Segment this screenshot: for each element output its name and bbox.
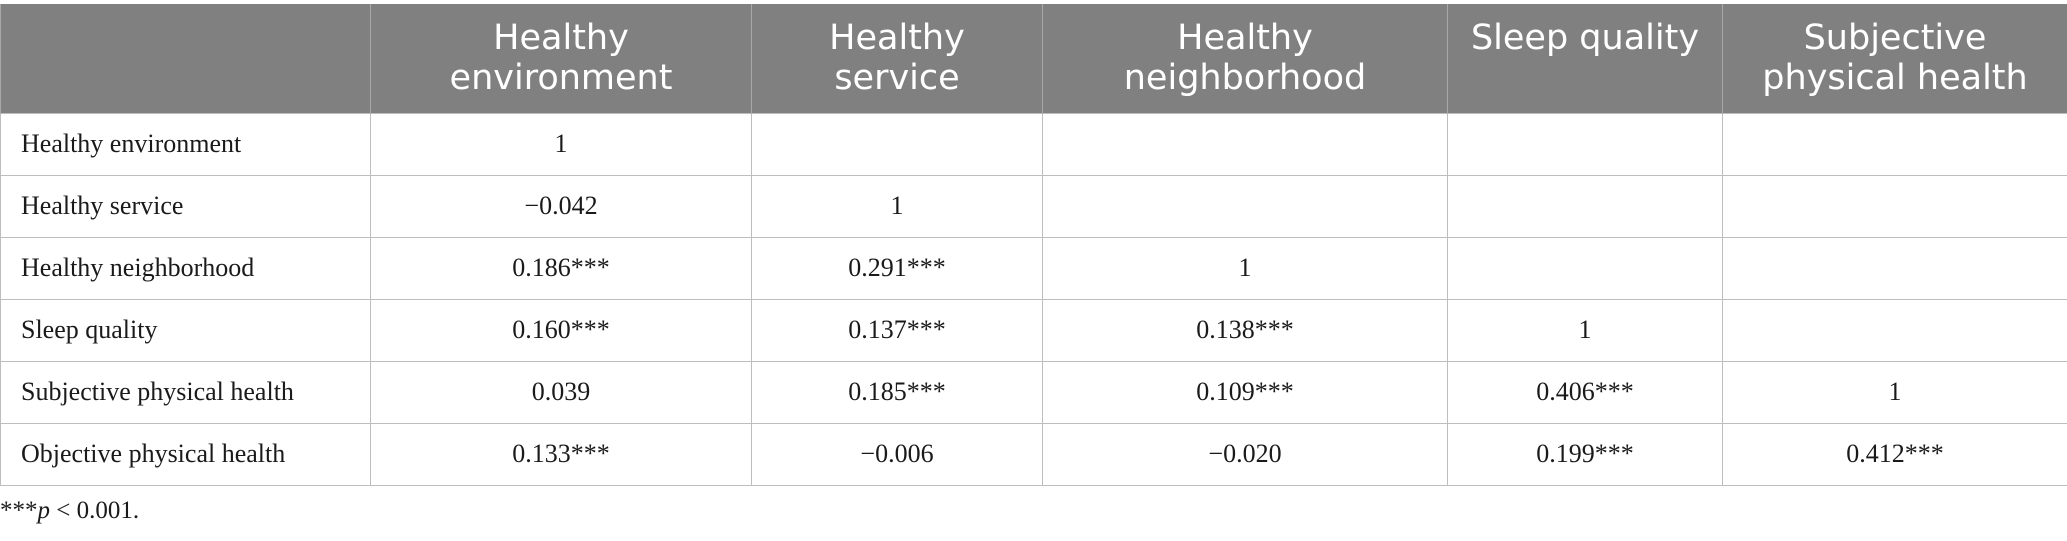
table-cell [1722,236,2067,300]
table-cell: −0.006 [751,422,1043,486]
header-cell-healthy-service: Healthy service [751,4,1043,113]
table-cell [1722,298,2067,362]
table-footnote: ***p < 0.001. [0,497,139,525]
header-line: physical health [1762,58,2028,98]
table-cell [1722,174,2067,238]
table-cell: 0.039 [370,360,752,424]
row-label: Subjective physical health [0,360,371,424]
header-cell-healthy-neighborhood: Healthy neighborhood [1042,4,1448,113]
table-cell: 0.412*** [1722,422,2067,486]
header-line: Healthy [493,18,629,58]
table-cell: 0.186*** [370,236,752,300]
table-cell [1447,174,1723,238]
table-cell: 1 [1722,360,2067,424]
table-cell: 0.109*** [1042,360,1448,424]
header-line: Sleep quality [1470,18,1700,58]
header-cell-subjective-physical-health: Subjective physical health [1722,4,2067,113]
row-label: Sleep quality [0,298,371,362]
correlation-table-container: Healthy environment Healthy service Heal… [0,4,2067,486]
header-line: Healthy [829,18,965,58]
header-line: Subjective [1803,18,1987,58]
table-cell: 1 [751,174,1043,238]
table-cell: 0.185*** [751,360,1043,424]
table-cell: 0.291*** [751,236,1043,300]
table-row: Healthy neighborhood 0.186*** 0.291*** 1 [0,236,2067,300]
header-cell-sleep-quality: Sleep quality [1447,4,1723,113]
table-row: Objective physical health 0.133*** −0.00… [0,422,2067,486]
header-line: service [834,58,960,98]
row-label: Objective physical health [0,422,371,486]
table-cell [1722,112,2067,176]
header-line: Healthy [1177,18,1313,58]
table-cell: 1 [370,112,752,176]
table-cell [751,112,1043,176]
table-cell [1447,236,1723,300]
table-cell: 0.160*** [370,298,752,362]
header-cell-empty [0,4,371,113]
table-cell [1447,112,1723,176]
correlation-table: Healthy environment Healthy service Heal… [0,4,2067,486]
table-row: Subjective physical health 0.039 0.185**… [0,360,2067,424]
table-body: Healthy environment 1 Healthy service −0… [0,112,2067,486]
table-cell: 0.137*** [751,298,1043,362]
footnote-p-symbol: p [37,497,51,524]
row-label: Healthy neighborhood [0,236,371,300]
table-cell: 0.138*** [1042,298,1448,362]
row-label: Healthy service [0,174,371,238]
table-row: Sleep quality 0.160*** 0.137*** 0.138***… [0,298,2067,362]
table-cell [1042,174,1448,238]
footnote-threshold: < 0.001. [50,497,140,524]
header-cell-healthy-environment: Healthy environment [370,4,752,113]
row-label: Healthy environment [0,112,371,176]
table-row: Healthy environment 1 [0,112,2067,176]
table-cell: −0.042 [370,174,752,238]
table-cell: 1 [1447,298,1723,362]
footnote-stars: *** [0,497,38,524]
header-row: Healthy environment Healthy service Heal… [0,4,2067,113]
table-cell: 0.133*** [370,422,752,486]
table-header: Healthy environment Healthy service Heal… [0,4,2067,113]
table-cell: 0.406*** [1447,360,1723,424]
table-cell: −0.020 [1042,422,1448,486]
header-line: neighborhood [1123,58,1367,98]
table-cell: 0.199*** [1447,422,1723,486]
table-cell [1042,112,1448,176]
table-cell: 1 [1042,236,1448,300]
header-line: environment [449,58,673,98]
table-row: Healthy service −0.042 1 [0,174,2067,238]
